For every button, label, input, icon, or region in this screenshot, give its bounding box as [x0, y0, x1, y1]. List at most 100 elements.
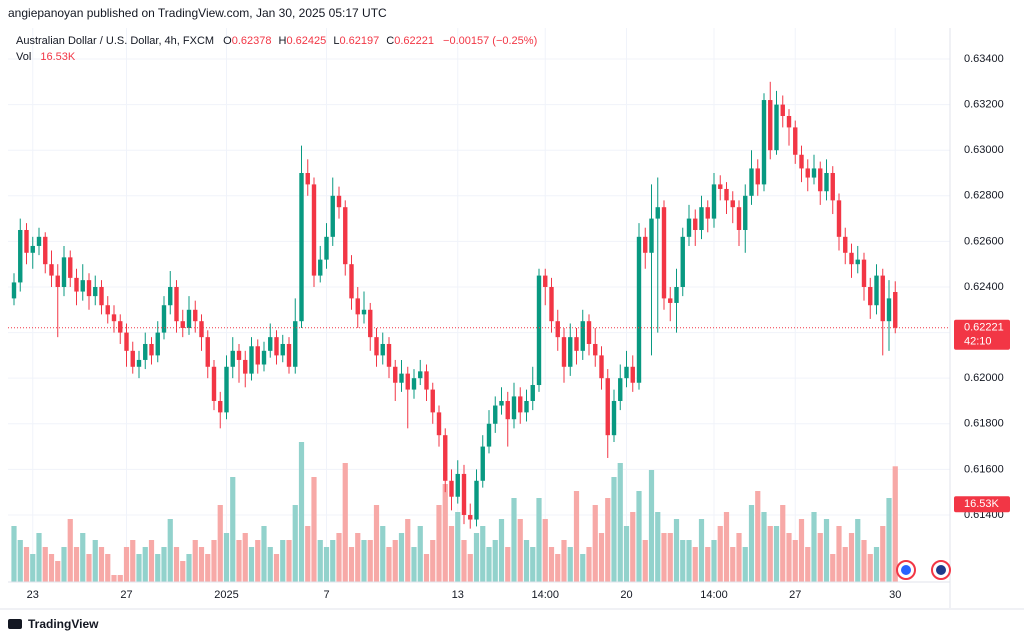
candle-body [893, 292, 898, 328]
volume-bar [317, 540, 323, 582]
candle-body [836, 200, 842, 237]
volume-bar [461, 540, 467, 582]
candle-body [518, 396, 523, 413]
candle-body [449, 480, 454, 497]
volume-bar [111, 575, 117, 582]
volume-bar [417, 526, 423, 582]
volume-bar [373, 505, 380, 582]
candle-body [580, 321, 585, 351]
candle-body [393, 366, 398, 383]
candle-body [36, 236, 42, 246]
flag-icon [901, 565, 911, 575]
volume-bar [636, 491, 642, 582]
candle-body [211, 366, 217, 401]
candle-body [630, 366, 635, 383]
candle-body [686, 218, 692, 237]
candle-body [755, 168, 760, 185]
volume-bar [205, 554, 211, 582]
candle-body [474, 480, 479, 520]
candle-body [55, 275, 60, 287]
candle-body [74, 277, 79, 292]
volume-bar [117, 575, 123, 582]
candle-body [605, 378, 610, 436]
candle-body [761, 100, 767, 185]
candle-body [730, 200, 735, 208]
candle-body [499, 400, 504, 406]
candle-body [236, 350, 242, 360]
candle-body [168, 286, 173, 306]
volume-bar [398, 533, 405, 582]
volume-legend: Vol 16.53K [16, 51, 76, 63]
volume-bar [680, 540, 686, 582]
volume-bar [36, 533, 42, 582]
volume-bar [305, 526, 311, 582]
candle-body [505, 400, 510, 420]
volume-badge-label: 16.53K [964, 498, 1000, 510]
candle-body [249, 346, 254, 374]
volume-bar [642, 540, 648, 582]
candle-body [818, 168, 823, 192]
volume-bar [823, 519, 830, 582]
volume-bar [717, 526, 723, 582]
candle-body [736, 207, 742, 230]
volume-bar [761, 512, 767, 582]
candle-body [861, 259, 867, 287]
candle-body [186, 309, 192, 329]
volume-bar [167, 519, 173, 582]
candle-body [430, 389, 435, 413]
volume-bar [161, 547, 167, 582]
volume-bar [830, 554, 836, 582]
volume-bar [742, 547, 748, 582]
x-tick-label: 7 [323, 589, 329, 601]
x-tick-label: 20 [620, 589, 632, 601]
candle-body [793, 127, 798, 155]
volume-badge [954, 496, 1010, 513]
volume-bar [48, 554, 55, 582]
volume-bar [273, 554, 280, 582]
volume-bar [473, 533, 480, 582]
candle-body [99, 286, 104, 306]
candle-body [830, 172, 835, 201]
volume-bar [686, 540, 692, 582]
volume-bar [80, 533, 86, 582]
volume-bar [667, 533, 673, 582]
symbol-title: Australian Dollar / U.S. Dollar, 4h, FXC… [16, 35, 214, 47]
legend-l: L [333, 35, 339, 47]
candle-body [374, 337, 379, 356]
volume-bar [386, 547, 392, 582]
volume-bar [711, 540, 717, 582]
currency-flags [896, 560, 951, 580]
candle-body [130, 350, 135, 367]
candle-body [399, 373, 404, 383]
volume-bar [523, 540, 530, 582]
candle-body [743, 195, 748, 230]
volume-bar [792, 540, 798, 582]
volume-bar [755, 491, 761, 582]
candle-body [205, 337, 210, 367]
volume-bar [586, 547, 592, 582]
candle-body [455, 473, 460, 497]
candle-body [174, 286, 179, 322]
candle-body [511, 396, 517, 420]
x-tick-label: 2025 [214, 589, 238, 601]
volume-bar [580, 554, 586, 582]
volume-pane [11, 442, 898, 582]
candle-body [655, 207, 660, 219]
candle-body [624, 366, 629, 379]
volume-bar [511, 498, 517, 582]
candle-body [855, 259, 860, 265]
volume-bar [780, 505, 786, 582]
volume-bar [842, 547, 848, 582]
candle-body [436, 412, 442, 436]
candle-body [680, 236, 685, 287]
volume-bar [173, 547, 180, 582]
candle-body [586, 321, 592, 344]
volume-bar [242, 533, 248, 582]
candle-body [536, 275, 542, 386]
candle-body [224, 366, 229, 413]
volume-bar [217, 505, 223, 582]
volume-bar [267, 547, 273, 582]
x-tick-label: 14:00 [531, 589, 559, 601]
candle-body [486, 423, 492, 447]
y-tick-label: 0.62400 [964, 281, 1004, 293]
